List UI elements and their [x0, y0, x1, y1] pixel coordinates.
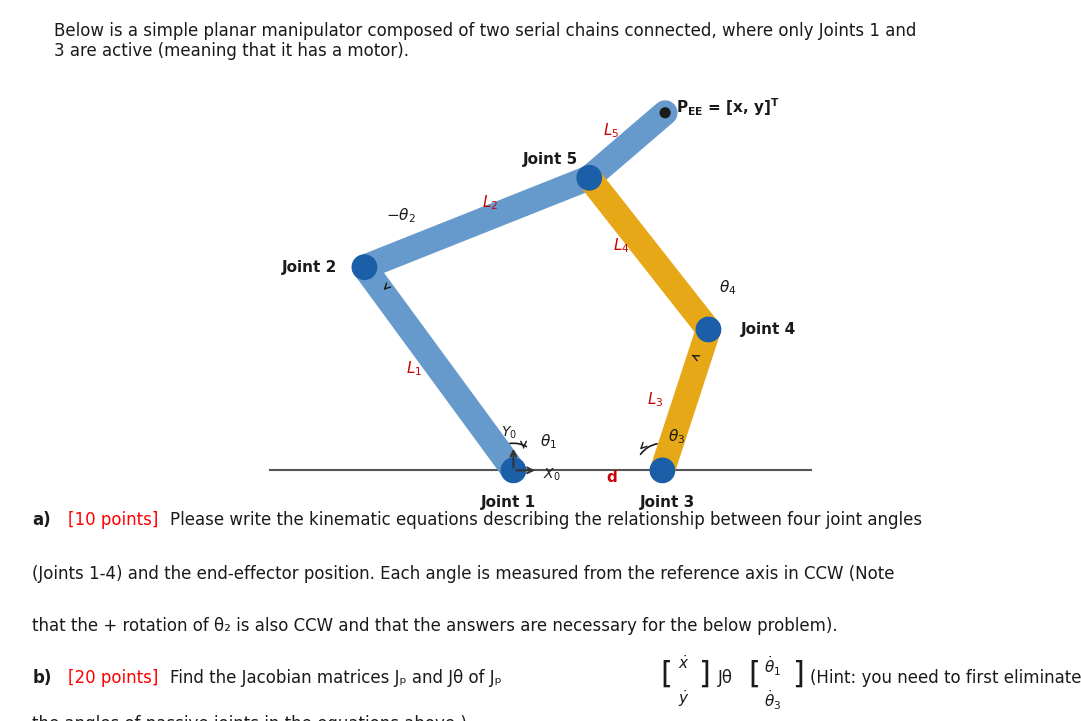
- Text: [10 points]: [10 points]: [68, 511, 159, 529]
- Text: ]: ]: [792, 659, 804, 689]
- Text: (Hint: you need to first eliminate: (Hint: you need to first eliminate: [810, 669, 1081, 687]
- Text: ]: ]: [698, 659, 710, 689]
- Text: $\dot{θ}_1$: $\dot{θ}_1$: [764, 654, 782, 678]
- Circle shape: [650, 458, 675, 482]
- Text: $L_2$: $L_2$: [482, 193, 498, 212]
- Circle shape: [502, 458, 525, 482]
- Circle shape: [352, 255, 376, 279]
- Text: $\theta_4$: $\theta_4$: [719, 278, 737, 297]
- Text: that the + rotation of θ₂ is also CCW and that the answers are necessary for the: that the + rotation of θ₂ is also CCW an…: [32, 617, 838, 635]
- Text: $L_5$: $L_5$: [603, 121, 619, 140]
- Circle shape: [696, 317, 721, 342]
- Text: Joint 5: Joint 5: [523, 152, 578, 167]
- Text: $Y_0$: $Y_0$: [502, 424, 518, 441]
- Text: $L_1$: $L_1$: [406, 360, 423, 378]
- Text: $\dot{θ}_3$: $\dot{θ}_3$: [764, 689, 782, 712]
- Text: $-\theta_2$: $-\theta_2$: [386, 206, 416, 225]
- Text: [: [: [660, 659, 672, 689]
- Text: Below is a simple planar manipulator composed of two serial chains connected, wh: Below is a simple planar manipulator com…: [54, 22, 917, 61]
- Text: (Joints 1-4) and the end-effector position. Each angle is measured from the refe: (Joints 1-4) and the end-effector positi…: [32, 565, 895, 583]
- Text: d: d: [606, 469, 617, 485]
- Text: $X_0$: $X_0$: [544, 466, 561, 482]
- Text: Joint 1: Joint 1: [480, 495, 535, 510]
- Text: $L_3$: $L_3$: [648, 391, 664, 410]
- Text: the angles of passive joints in the equations above.): the angles of passive joints in the equa…: [32, 715, 467, 721]
- Text: Joint 4: Joint 4: [740, 322, 797, 337]
- Text: $L_4$: $L_4$: [613, 236, 630, 255]
- Text: [: [: [749, 659, 761, 689]
- Text: a): a): [32, 511, 51, 529]
- Text: $\theta_1$: $\theta_1$: [540, 433, 557, 451]
- Text: b): b): [32, 669, 52, 687]
- Text: $\dot{x}$: $\dot{x}$: [678, 654, 690, 672]
- Circle shape: [660, 108, 670, 118]
- Text: Joint 3: Joint 3: [640, 495, 695, 510]
- Text: Joint 2: Joint 2: [282, 260, 337, 275]
- Text: [20 points]: [20 points]: [68, 669, 159, 687]
- Text: Jθ: Jθ: [718, 669, 733, 687]
- Text: $\mathbf{P_{EE}}$ = [x, y]$^\mathbf{T}$: $\mathbf{P_{EE}}$ = [x, y]$^\mathbf{T}$: [676, 97, 779, 118]
- Text: $\dot{y}$: $\dot{y}$: [678, 689, 690, 709]
- Text: Find the Jacobian matrices Jₚ and Jθ of Jₚ: Find the Jacobian matrices Jₚ and Jθ of …: [170, 669, 502, 687]
- Circle shape: [577, 166, 601, 190]
- Text: $\theta_3$: $\theta_3$: [668, 428, 685, 446]
- Text: Please write the kinematic equations describing the relationship between four jo: Please write the kinematic equations des…: [170, 511, 922, 529]
